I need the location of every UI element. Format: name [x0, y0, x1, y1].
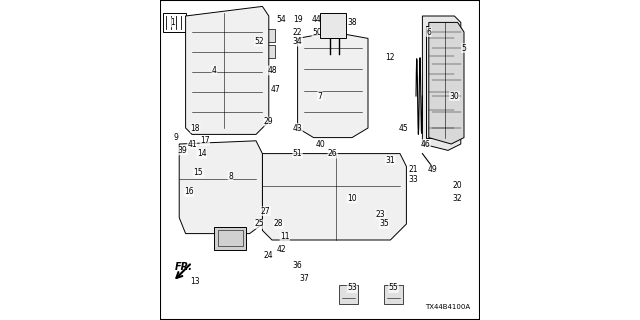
Text: 53: 53 [347, 284, 357, 292]
Text: 42: 42 [276, 245, 287, 254]
Text: TX44B4100A: TX44B4100A [425, 304, 470, 310]
Text: 38: 38 [347, 18, 357, 27]
Text: 11: 11 [280, 232, 289, 241]
Text: 29: 29 [264, 117, 274, 126]
Text: 28: 28 [274, 220, 283, 228]
Polygon shape [429, 22, 464, 144]
Polygon shape [179, 141, 262, 234]
Text: 5: 5 [461, 44, 467, 52]
Text: 18: 18 [191, 124, 200, 132]
Bar [218, 230, 243, 246]
Text: 34: 34 [292, 37, 303, 46]
Text: 30: 30 [449, 92, 460, 100]
Text: 26: 26 [328, 149, 338, 158]
Text: 51: 51 [292, 149, 303, 158]
Text: 23: 23 [376, 210, 386, 219]
Bar [266, 45, 275, 58]
Text: 50: 50 [312, 28, 322, 36]
Text: 47: 47 [270, 85, 280, 94]
Text: 20: 20 [452, 181, 463, 190]
Text: 41: 41 [187, 140, 197, 148]
Text: 6: 6 [426, 28, 431, 36]
Bar [253, 45, 262, 58]
Text: 14: 14 [196, 149, 207, 158]
Bar [214, 227, 246, 250]
Bar [384, 285, 403, 304]
Text: 44: 44 [312, 15, 322, 24]
Text: 43: 43 [292, 124, 303, 132]
Text: FR.: FR. [175, 262, 193, 272]
Text: 54: 54 [276, 15, 287, 24]
Text: 9: 9 [173, 133, 179, 142]
Bar [320, 13, 346, 38]
Text: 13: 13 [190, 277, 200, 286]
Text: 37: 37 [299, 274, 309, 283]
Bar [163, 13, 186, 32]
Text: 10: 10 [347, 194, 357, 203]
Text: 48: 48 [267, 66, 277, 75]
Text: 35: 35 [379, 220, 389, 228]
Polygon shape [422, 16, 461, 150]
Text: 8: 8 [228, 172, 233, 180]
Text: 16: 16 [184, 188, 194, 196]
Text: 31: 31 [385, 156, 396, 164]
Text: 15: 15 [193, 168, 204, 177]
Text: 17: 17 [200, 136, 210, 145]
Text: 12: 12 [386, 53, 395, 62]
Text: 19: 19 [292, 15, 303, 24]
Polygon shape [262, 154, 406, 240]
Text: 46: 46 [420, 140, 431, 148]
Text: 7: 7 [317, 92, 323, 100]
Text: 55: 55 [388, 284, 399, 292]
Text: 4: 4 [212, 66, 217, 75]
Text: 22: 22 [293, 28, 302, 36]
Bar [266, 29, 275, 42]
Text: 45: 45 [398, 124, 408, 132]
Text: 21: 21 [408, 165, 417, 174]
Polygon shape [186, 6, 269, 134]
Bar [426, 26, 458, 138]
Text: 1: 1 [170, 18, 175, 27]
Text: 24: 24 [264, 252, 274, 260]
Bar [253, 29, 262, 42]
Bar [339, 285, 358, 304]
Text: 36: 36 [292, 261, 303, 270]
Text: 39: 39 [177, 146, 188, 155]
Text: 32: 32 [452, 194, 463, 203]
Text: 49: 49 [427, 165, 437, 174]
Text: 25: 25 [254, 220, 264, 228]
Text: 52: 52 [254, 37, 264, 46]
Text: 33: 33 [408, 175, 418, 184]
Text: 40: 40 [315, 140, 325, 148]
Text: 27: 27 [260, 207, 271, 216]
Polygon shape [298, 32, 368, 138]
